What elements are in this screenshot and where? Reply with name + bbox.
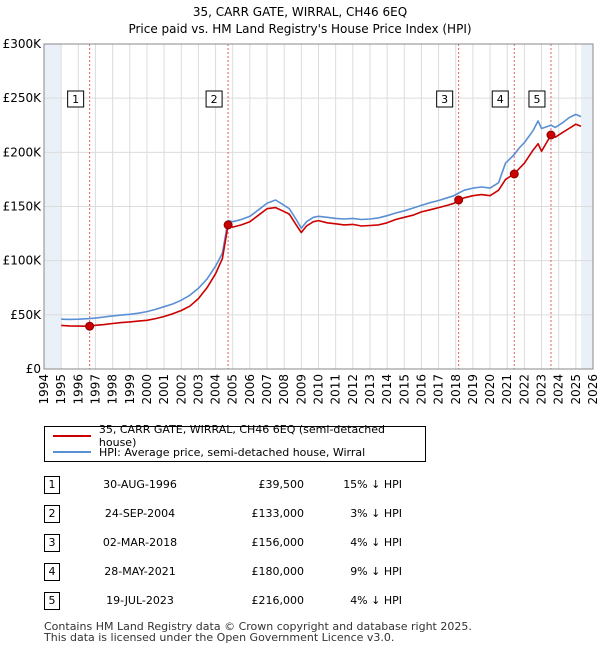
x-tick-label: 2014 bbox=[380, 374, 394, 405]
x-tick-label: 2009 bbox=[294, 374, 308, 405]
sale-point bbox=[223, 220, 233, 230]
x-tick-label: 2004 bbox=[209, 374, 223, 405]
x-tick-label: 2024 bbox=[552, 374, 566, 405]
x-tick-label: 2007 bbox=[260, 374, 274, 405]
sale-number-badge: 2 bbox=[44, 504, 60, 523]
x-tick-label: 1997 bbox=[88, 374, 102, 405]
x-tick-label: 1999 bbox=[123, 374, 137, 405]
chart-subtitle: Price paid vs. HM Land Registry's House … bbox=[128, 22, 471, 36]
sale-number-badge: 4 bbox=[44, 562, 60, 581]
x-tick-label: 2021 bbox=[500, 374, 514, 405]
x-tick-label: 2001 bbox=[157, 374, 171, 405]
sale-hpi-diff: 4% ↓ HPI bbox=[350, 536, 402, 549]
sale-point bbox=[85, 321, 95, 331]
sale-price: £180,000 bbox=[251, 565, 305, 578]
y-tick-label: £0 bbox=[26, 362, 41, 376]
sale-price: £133,000 bbox=[251, 507, 305, 520]
x-tick-label: 2006 bbox=[243, 374, 257, 405]
footer-copyright: Contains HM Land Registry data © Crown c… bbox=[44, 620, 472, 633]
sale-price: £156,000 bbox=[251, 536, 305, 549]
x-tick-label: 2018 bbox=[449, 374, 463, 405]
sale-number-badge: 3 bbox=[44, 533, 60, 552]
x-tick-label: 2025 bbox=[569, 374, 583, 405]
sale-label-number: 4 bbox=[497, 93, 504, 106]
sale-label-number: 1 bbox=[72, 93, 79, 106]
x-tick-label: 2022 bbox=[517, 374, 531, 405]
legend-item-hpi: HPI: Average price, semi-detached house,… bbox=[53, 444, 365, 460]
x-tick-label: 2011 bbox=[329, 374, 343, 405]
y-tick-label: £300K bbox=[3, 37, 43, 51]
x-tick-label: 2017 bbox=[432, 374, 446, 405]
sale-hpi-diff: 4% ↓ HPI bbox=[350, 594, 402, 607]
legend-swatch-property bbox=[53, 435, 91, 437]
transactions-table: 1 30-AUG-1996 £39,500 15% ↓ HPI 2 24-SEP… bbox=[44, 470, 402, 615]
chart-legend: 35, CARR GATE, WIRRAL, CH46 6EQ (semi-de… bbox=[44, 423, 426, 462]
x-tick-label: 2016 bbox=[414, 374, 428, 405]
sale-label-number: 5 bbox=[533, 93, 540, 106]
chart-title: 35, CARR GATE, WIRRAL, CH46 6EQ bbox=[193, 5, 407, 19]
sale-hpi-diff: 3% ↓ HPI bbox=[350, 507, 402, 520]
x-tick-label: 2023 bbox=[535, 374, 549, 405]
y-tick-label: £250K bbox=[3, 91, 43, 105]
table-row: 2 24-SEP-2004 £133,000 3% ↓ HPI bbox=[44, 499, 402, 528]
sale-label-number: 2 bbox=[211, 93, 218, 106]
table-row: 4 28-MAY-2021 £180,000 9% ↓ HPI bbox=[44, 557, 402, 586]
x-tick-label: 2015 bbox=[397, 374, 411, 405]
table-row: 5 19-JUL-2023 £216,000 4% ↓ HPI bbox=[44, 586, 402, 615]
y-tick-label: £100K bbox=[3, 254, 43, 268]
x-tick-label: 1998 bbox=[106, 374, 120, 405]
sale-date: 24-SEP-2004 bbox=[104, 507, 176, 520]
footer-licence: This data is licensed under the Open Gov… bbox=[44, 631, 395, 644]
x-tick-label: 2026 bbox=[586, 374, 600, 405]
x-tick-label: 2008 bbox=[277, 374, 291, 405]
legend-item-property: 35, CARR GATE, WIRRAL, CH46 6EQ (semi-de… bbox=[53, 423, 425, 449]
x-tick-label: 1996 bbox=[71, 374, 85, 405]
table-row: 1 30-AUG-1996 £39,500 15% ↓ HPI bbox=[44, 470, 402, 499]
sale-point bbox=[509, 169, 519, 179]
x-tick-label: 1995 bbox=[54, 374, 68, 405]
sale-label-box bbox=[436, 90, 454, 108]
x-tick-label: 2000 bbox=[140, 374, 154, 405]
footer-attribution: Contains HM Land Registry data © Crown c… bbox=[44, 621, 472, 643]
sale-point bbox=[454, 195, 464, 205]
series-line-hpi bbox=[61, 113, 582, 321]
sale-hpi-diff: 15% ↓ HPI bbox=[343, 478, 402, 491]
x-tick-label: 2012 bbox=[346, 374, 360, 405]
x-tick-label: 2013 bbox=[363, 374, 377, 405]
sale-number-badge: 5 bbox=[44, 591, 60, 610]
x-tick-label: 2003 bbox=[191, 374, 205, 405]
sale-point bbox=[546, 130, 556, 140]
table-row: 3 02-MAR-2018 £156,000 4% ↓ HPI bbox=[44, 528, 402, 557]
sale-hpi-diff: 9% ↓ HPI bbox=[350, 565, 402, 578]
x-tick-label: 2020 bbox=[483, 374, 497, 405]
x-tick-label: 1994 bbox=[37, 374, 51, 405]
plot-frame bbox=[43, 43, 594, 370]
legend-swatch-hpi bbox=[53, 451, 91, 453]
sale-label-box bbox=[528, 90, 546, 108]
x-tick-label: 2010 bbox=[312, 374, 326, 405]
sale-number-badge: 1 bbox=[44, 475, 60, 494]
sale-date: 30-AUG-1996 bbox=[103, 478, 177, 491]
y-tick-label: £200K bbox=[3, 145, 43, 159]
sale-price: £39,500 bbox=[258, 478, 305, 491]
x-tick-label: 2005 bbox=[226, 374, 240, 405]
y-tick-label: £150K bbox=[3, 200, 43, 214]
x-tick-label: 2019 bbox=[466, 374, 480, 405]
y-tick-label: £50K bbox=[10, 308, 42, 322]
legend-label-property: 35, CARR GATE, WIRRAL, CH46 6EQ (semi-de… bbox=[98, 423, 385, 449]
sale-date: 19-JUL-2023 bbox=[106, 594, 174, 607]
legend-label-hpi: HPI: Average price, semi-detached house,… bbox=[99, 445, 366, 459]
sale-label-number: 3 bbox=[441, 93, 448, 106]
sale-label-box bbox=[491, 90, 509, 108]
sale-label-box bbox=[67, 90, 85, 108]
sale-date: 28-MAY-2021 bbox=[104, 565, 176, 578]
sale-date: 02-MAR-2018 bbox=[102, 536, 178, 549]
price-chart: 35, CARR GATE, WIRRAL, CH46 6EQ Price pai… bbox=[3, 5, 600, 405]
sale-label-box bbox=[205, 90, 223, 108]
sale-price: £216,000 bbox=[251, 594, 305, 607]
x-tick-label: 2002 bbox=[174, 374, 188, 405]
